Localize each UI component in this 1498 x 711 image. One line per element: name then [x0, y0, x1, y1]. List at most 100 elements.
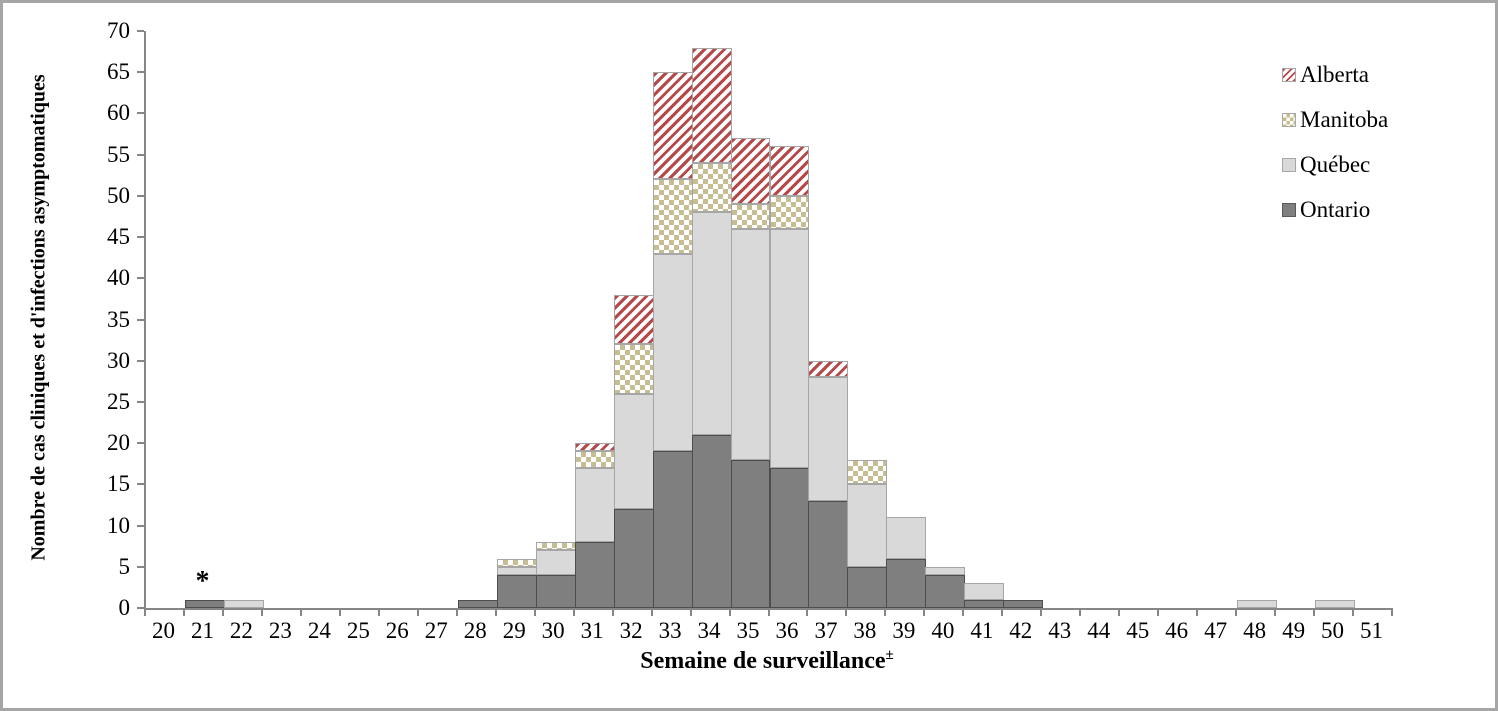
x-axis-tick	[221, 608, 224, 616]
x-tick-label-51: 51	[1360, 618, 1383, 643]
bar-segment-ontario-week-42	[1003, 599, 1044, 608]
x-tick-label-38: 38	[853, 618, 877, 643]
x-axis-tick	[377, 608, 380, 616]
x-axis-tick	[260, 608, 263, 616]
y-axis-tick	[137, 194, 144, 197]
x-tick-label-27: 27	[424, 618, 448, 643]
bar-segment-quebec-week-34	[691, 212, 732, 435]
y-tick-label-20: 20	[107, 430, 130, 456]
bar-segment-manitoba-week-33	[652, 179, 693, 254]
x-tick-label-31: 31	[580, 618, 604, 643]
legend: Alberta Manitoba Québec Ontario	[1282, 63, 1388, 243]
y-tick-label-10: 10	[107, 512, 130, 538]
bar-segment-ontario-week-28	[457, 599, 498, 608]
bar-segment-quebec-week-31	[574, 467, 615, 543]
x-tick-label-24: 24	[307, 618, 331, 643]
bar-segment-alberta-week-36	[769, 146, 810, 196]
x-tick-label-45: 45	[1126, 618, 1150, 643]
y-tick-label-70: 70	[107, 18, 130, 43]
bar-segment-ontario-week-39	[886, 558, 927, 608]
x-axis-tick	[572, 608, 575, 616]
x-axis-tick	[884, 608, 887, 616]
x-axis-tick	[1313, 608, 1316, 616]
x-axis-tick	[494, 608, 497, 616]
x-axis-tick	[962, 608, 965, 616]
x-tick-label-48: 48	[1243, 618, 1267, 643]
x-tick-label-23: 23	[268, 618, 292, 643]
bar-segment-ontario-week-34	[691, 434, 732, 608]
legend-label-manitoba: Manitoba	[1300, 107, 1389, 132]
annotation-asterisk: *	[195, 565, 210, 597]
x-axis-tick	[767, 608, 770, 616]
x-axis-tick	[1040, 608, 1043, 616]
x-tick-label-22: 22	[229, 618, 253, 643]
x-tick-label-37: 37	[814, 618, 838, 643]
x-axis-tick	[1118, 608, 1121, 616]
x-tick-label-35: 35	[736, 618, 760, 643]
bar-segment-ontario-week-40	[925, 575, 966, 608]
bar-segment-quebec-week-22	[223, 599, 264, 608]
bar-segment-ontario-week-31	[574, 542, 615, 608]
y-axis-tick	[137, 442, 144, 445]
y-tick-label-45: 45	[107, 224, 130, 250]
bar-segment-quebec-week-37	[808, 377, 849, 501]
bar-segment-ontario-week-32	[613, 509, 654, 608]
bar-segment-manitoba-week-38	[847, 459, 888, 485]
x-tick-label-43: 43	[1048, 618, 1072, 643]
y-tick-label-30: 30	[107, 347, 130, 373]
x-axis-tick	[923, 608, 926, 616]
legend-item-ontario: Ontario	[1282, 198, 1388, 222]
bar-segment-manitoba-week-35	[730, 204, 771, 229]
x-tick-label-20: 20	[151, 618, 175, 643]
y-axis-tick	[137, 277, 144, 280]
x-tick-label-42: 42	[1009, 618, 1033, 643]
y-axis-tick	[137, 565, 144, 568]
x-axis-tick	[1391, 608, 1393, 616]
x-axis-tick	[182, 608, 185, 616]
x-tick-label-46: 46	[1165, 618, 1189, 643]
y-tick-label-55: 55	[107, 141, 130, 167]
y-axis-tick	[137, 236, 144, 239]
bar-segment-quebec-week-39	[886, 517, 927, 559]
x-tick-label-47: 47	[1204, 618, 1228, 643]
y-axis-tick	[137, 30, 144, 32]
x-tick-label-41: 41	[970, 618, 994, 643]
y-axis-tick	[137, 71, 144, 74]
x-tick-label-44: 44	[1087, 618, 1111, 643]
x-tick-label-40: 40	[931, 618, 955, 643]
y-axis-tick	[137, 318, 144, 321]
x-axis-tick	[689, 608, 692, 616]
x-tick-label-33: 33	[658, 618, 682, 643]
legend-item-quebec: Québec	[1282, 153, 1388, 177]
x-tick-label-36: 36	[775, 618, 799, 643]
legend-label-quebec: Québec	[1300, 152, 1371, 177]
bar-segment-ontario-week-35	[730, 459, 771, 608]
y-axis-title: Nombre de cas cliniques et d'infections …	[27, 74, 50, 561]
x-tick-label-50: 50	[1321, 618, 1345, 643]
legend-swatch-alberta-icon	[1282, 68, 1296, 82]
x-axis-tick	[144, 608, 146, 616]
legend-swatch-ontario-icon	[1282, 203, 1296, 217]
x-axis-tick	[1157, 608, 1160, 616]
x-axis-tick	[533, 608, 536, 616]
y-tick-label-5: 5	[118, 553, 131, 579]
y-axis-tick	[137, 483, 144, 486]
x-tick-label-25: 25	[346, 618, 370, 643]
x-tick-label-39: 39	[892, 618, 916, 643]
bar-segment-alberta-week-35	[730, 138, 771, 205]
legend-swatch-manitoba-icon	[1282, 113, 1296, 127]
y-axis-tick	[137, 359, 144, 362]
bar-segment-quebec-week-38	[847, 484, 888, 567]
x-axis-title-text: Semaine de surveillance	[640, 648, 886, 674]
x-axis-tick	[416, 608, 419, 616]
x-axis-tick	[455, 608, 458, 616]
bar-segment-quebec-week-33	[652, 253, 693, 452]
legend-label-alberta: Alberta	[1300, 62, 1369, 87]
y-tick-label-0: 0	[118, 595, 131, 620]
plot-area	[144, 31, 1393, 610]
y-tick-label-40: 40	[107, 265, 130, 291]
x-axis-tick	[1196, 608, 1199, 616]
x-axis-tick	[611, 608, 614, 616]
bar-segment-quebec-week-40	[925, 566, 966, 576]
